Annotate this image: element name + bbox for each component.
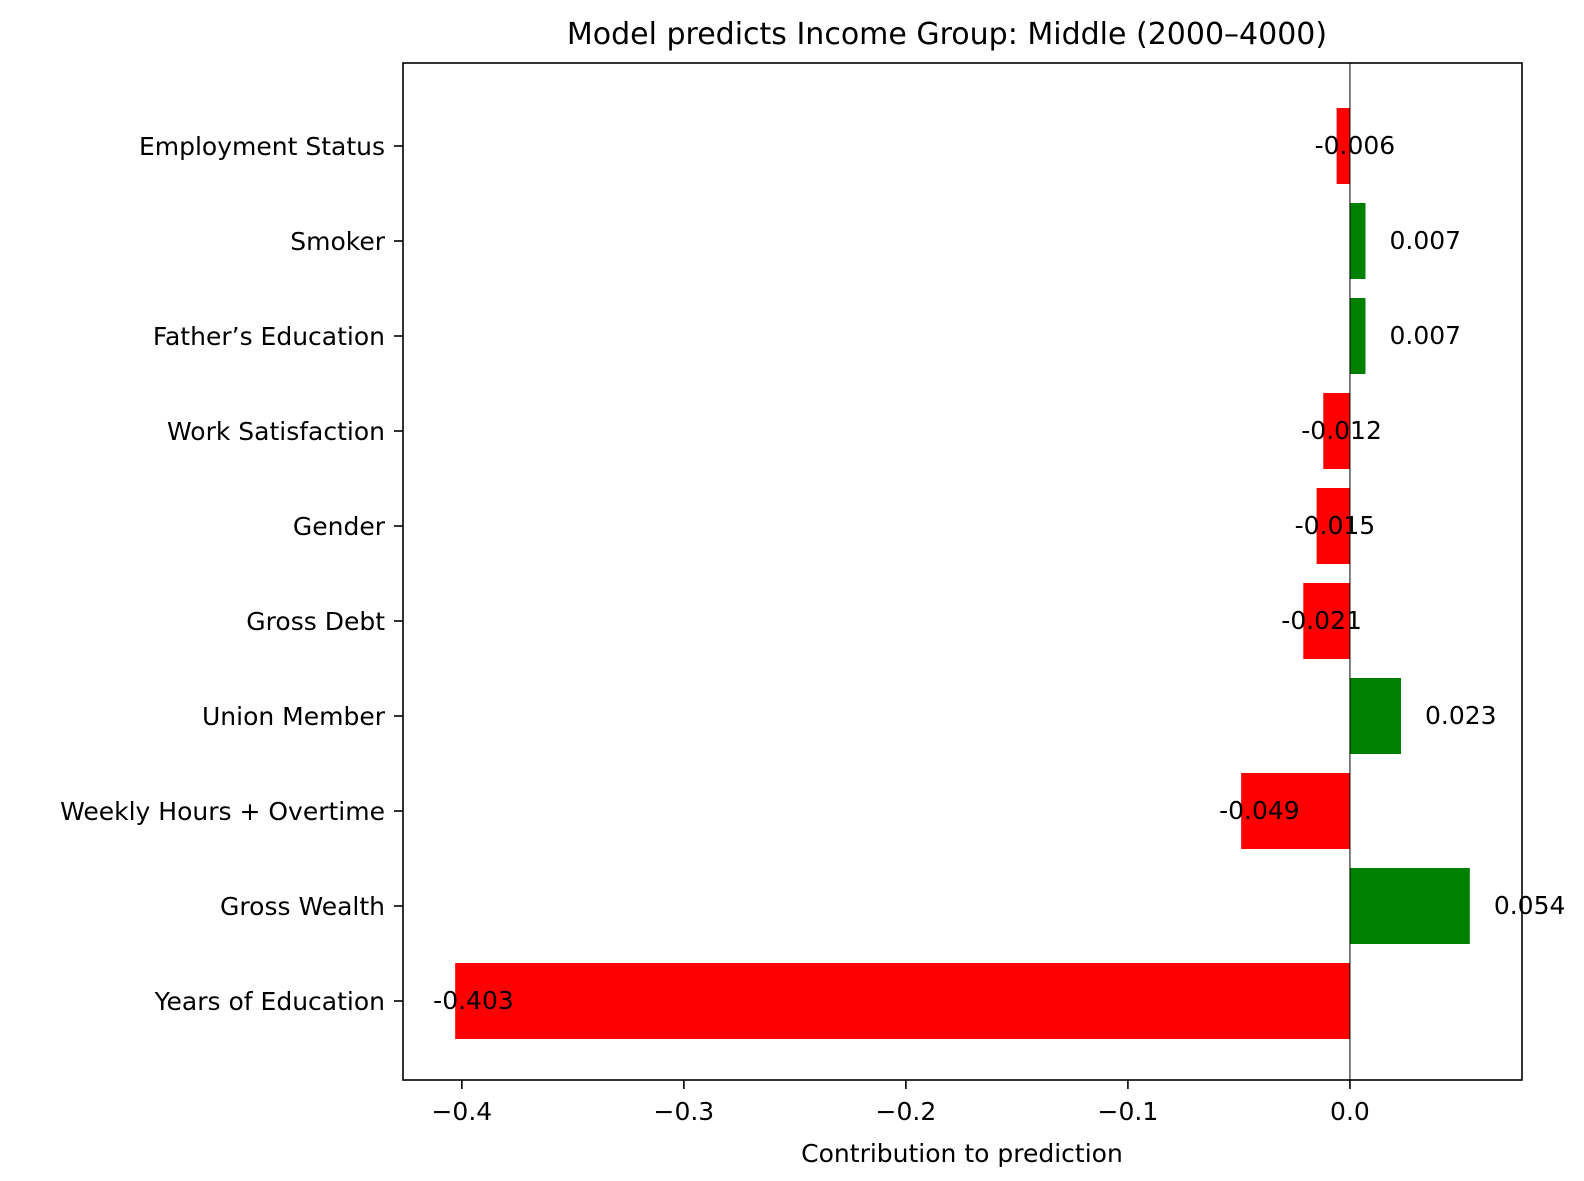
bar-4 <box>1316 488 1350 564</box>
bar-6 <box>1349 678 1401 754</box>
bar-1 <box>1349 203 1366 279</box>
data-label-2: 0.007 <box>1389 321 1461 350</box>
bar-3 <box>1323 393 1350 469</box>
x-tick-label-1: −0.3 <box>654 1097 715 1126</box>
data-label-3: -0.012 <box>1301 416 1382 445</box>
bar-2 <box>1349 298 1366 374</box>
bar-0 <box>1336 108 1350 184</box>
data-label-5: -0.021 <box>1281 606 1362 635</box>
plot-frame <box>402 62 1523 1081</box>
bar-7 <box>1241 773 1350 849</box>
data-label-1: 0.007 <box>1389 226 1461 255</box>
y-tick-label-3: Work Satisfaction <box>167 417 385 446</box>
x-tick-label-2: −0.2 <box>876 1097 937 1126</box>
bar-5 <box>1303 583 1350 659</box>
bars-layer <box>455 108 1470 1039</box>
data-label-9: -0.403 <box>433 986 514 1015</box>
bar-8 <box>1349 868 1470 944</box>
y-tick-label-6: Union Member <box>202 702 386 731</box>
y-tick-label-0: Employment Status <box>139 132 385 161</box>
y-tick-label-1: Smoker <box>290 227 385 256</box>
y-tick-label-7: Weekly Hours + Overtime <box>60 797 385 826</box>
y-axis: Employment Status Smoker Father’s Educatio… <box>60 132 403 1016</box>
y-tick-label-9: Years of Education <box>154 987 385 1016</box>
data-label-0: -0.006 <box>1315 131 1396 160</box>
y-tick-label-8: Gross Wealth <box>220 892 385 921</box>
data-label-4: -0.015 <box>1295 511 1376 540</box>
x-axis: −0.4 −0.3 −0.2 −0.1 0.0 <box>431 1080 1370 1126</box>
x-tick-label-0: −0.4 <box>431 1097 492 1126</box>
y-tick-label-2: Father’s Education <box>153 322 385 351</box>
chart-title: Model predicts Income Group: Middle (200… <box>567 17 1327 52</box>
bar-9 <box>455 963 1350 1039</box>
data-label-7: -0.049 <box>1219 796 1300 825</box>
y-tick-label-4: Gender <box>293 512 386 541</box>
x-axis-label: Contribution to prediction <box>801 1139 1123 1168</box>
data-label-8: 0.054 <box>1494 891 1566 920</box>
y-tick-label-5: Gross Debt <box>246 607 385 636</box>
data-labels-layer: -0.006 0.007 0.007 -0.012 -0.015 -0.021 0.023 -… <box>433 131 1565 1015</box>
data-label-6: 0.023 <box>1425 701 1497 730</box>
x-tick-label-4: 0.0 <box>1330 1097 1370 1126</box>
x-tick-label-3: −0.1 <box>1098 1097 1159 1126</box>
